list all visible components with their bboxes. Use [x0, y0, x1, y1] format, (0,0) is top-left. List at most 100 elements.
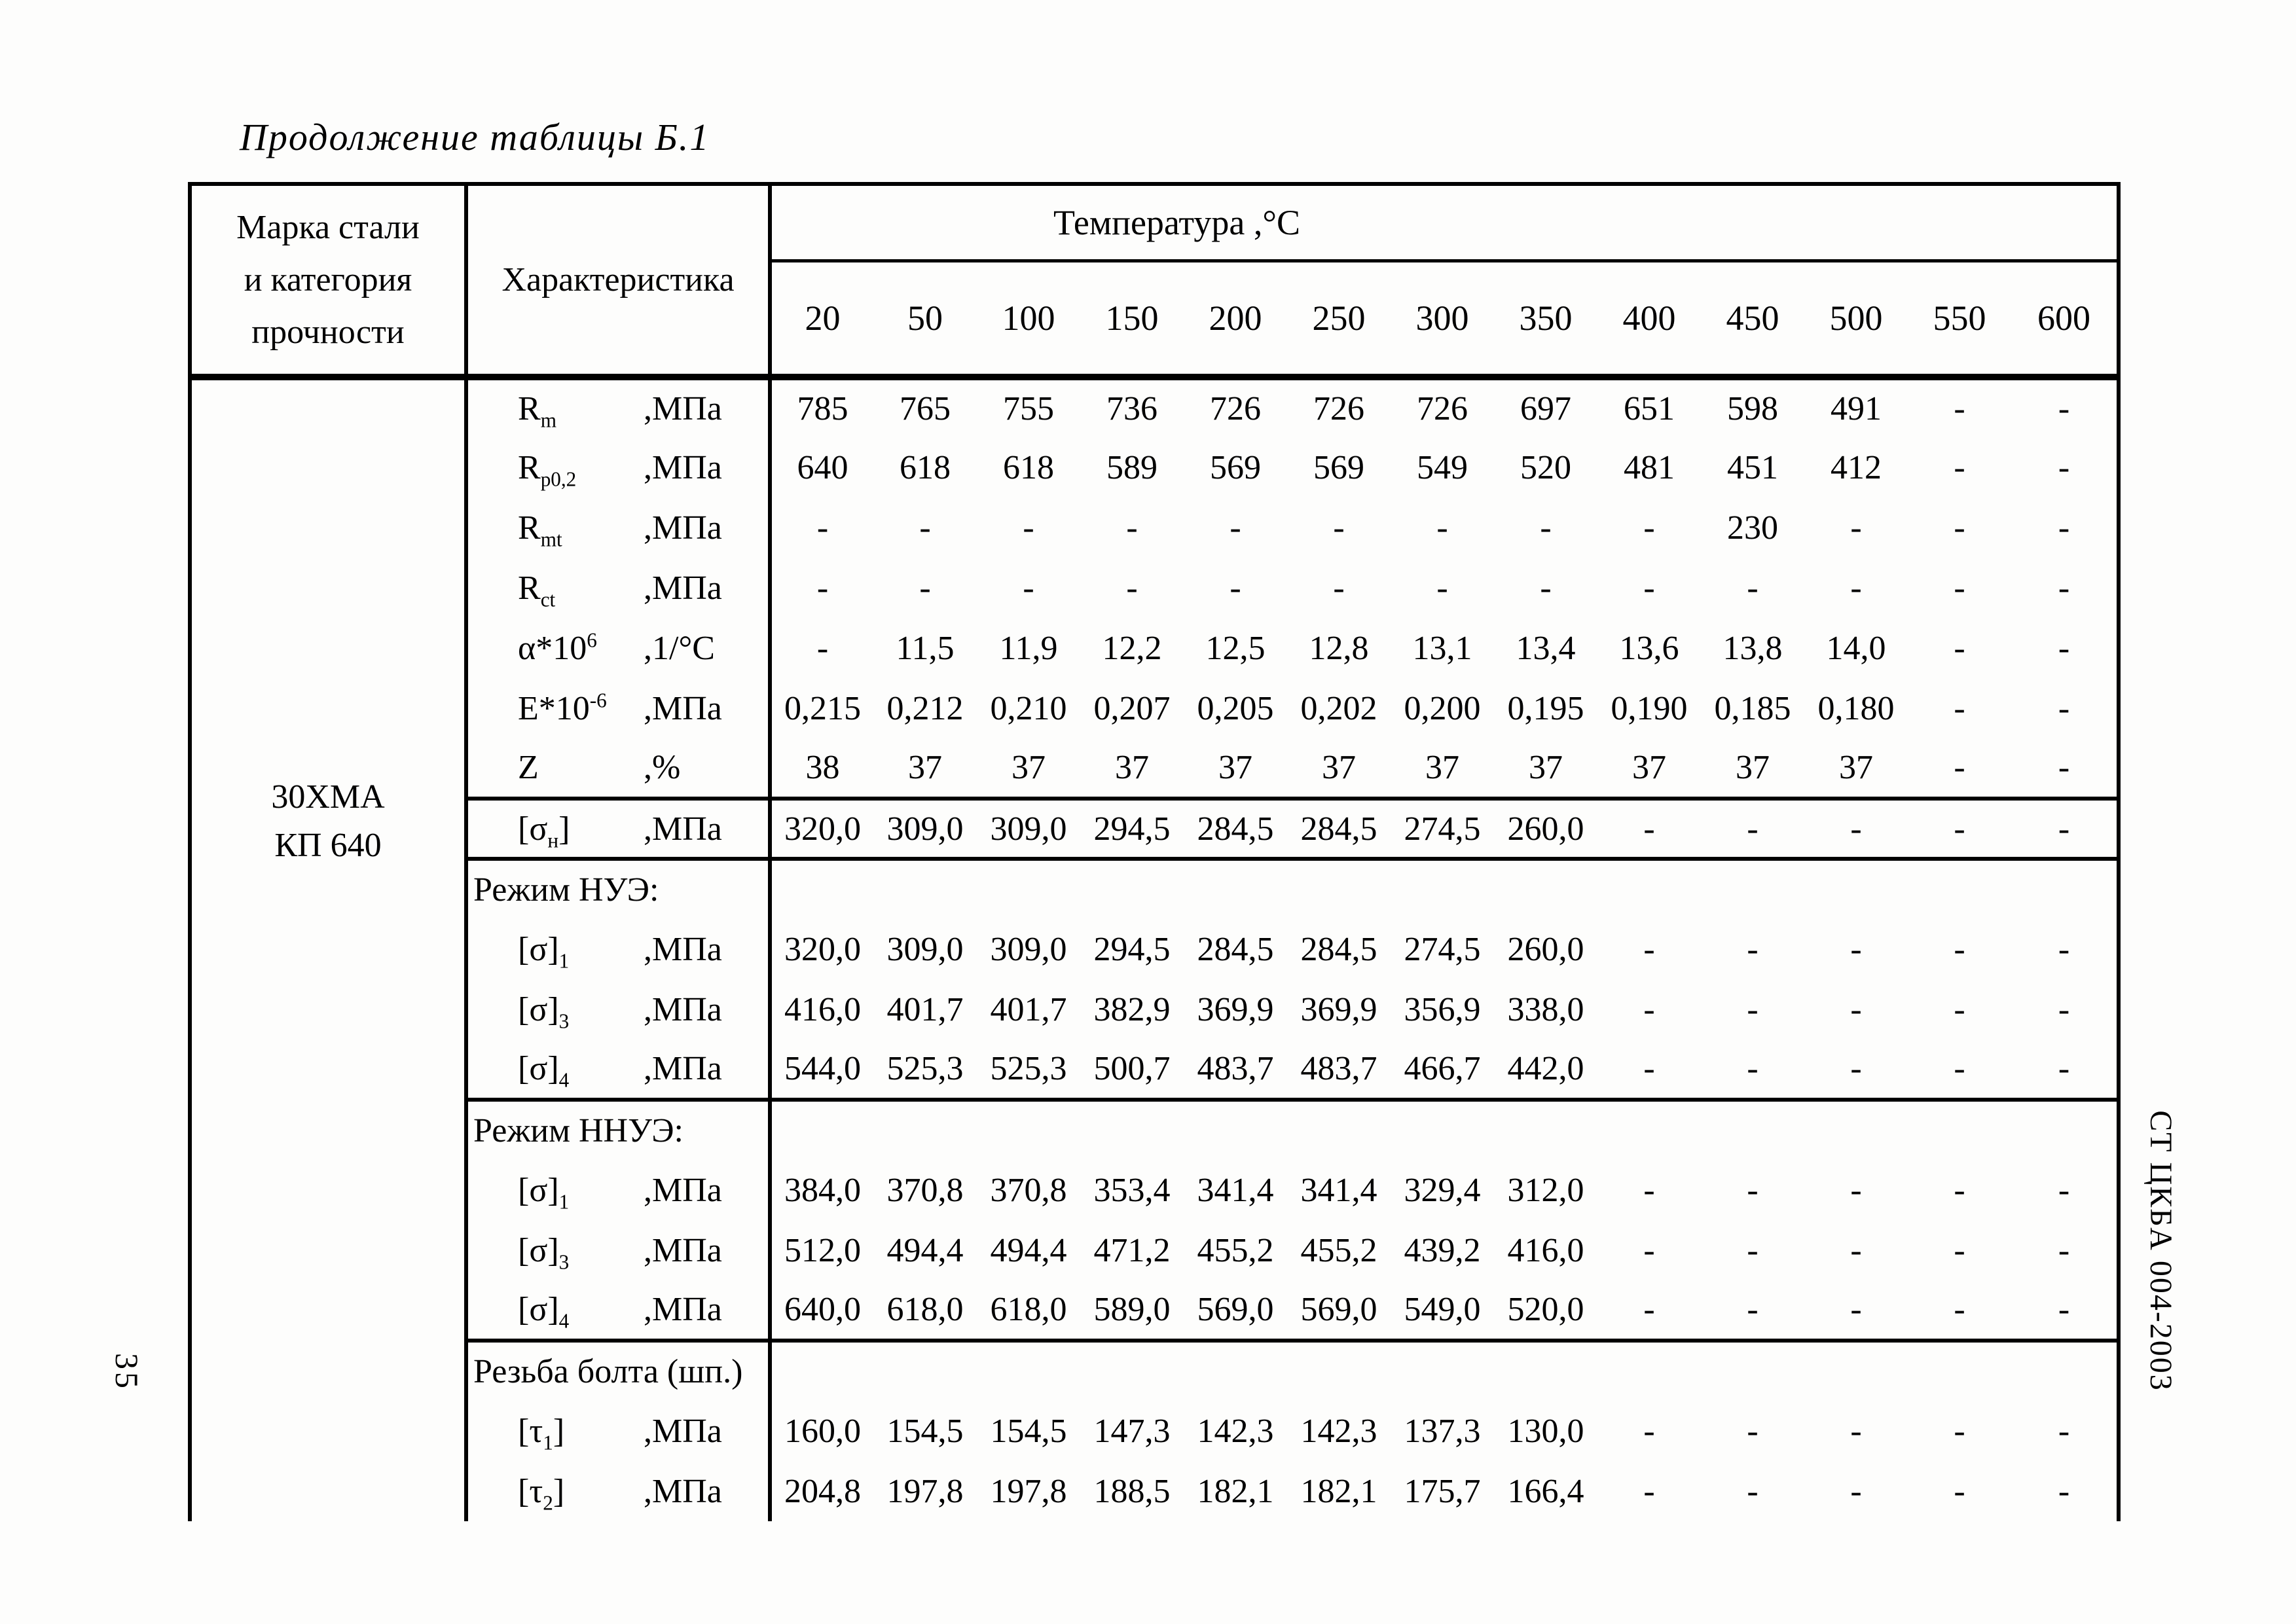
value-cell: - [1643, 569, 1655, 607]
value-cell: - [2058, 749, 2070, 786]
value-cell: 11,5 [896, 629, 955, 667]
steel-grade-cell: 30ХМА КП 640 [190, 377, 468, 1521]
value-cell: - [1747, 1171, 1758, 1209]
value-cell: 0,210 [990, 689, 1067, 727]
value-cell: 525,3 [886, 1050, 964, 1087]
temp-column-header: 300 [1391, 261, 1494, 380]
value-cell: - [2058, 1050, 2070, 1087]
value-cell: 483,7 [1197, 1050, 1274, 1087]
value-cell: - [1023, 569, 1034, 607]
value-cell: 130,0 [1507, 1412, 1584, 1450]
table-row: [σн] ,МПа 320,0 309,0 309,0 294,5 284,5 284,5 27… [190, 797, 2119, 861]
value-cell: - [1643, 990, 1655, 1028]
value-cell: 520,0 [1507, 1291, 1584, 1328]
value-cell: - [1436, 569, 1448, 607]
value-cell: 309,0 [977, 797, 1080, 861]
value-cell: - [1850, 1412, 1862, 1450]
value-cell: - [2058, 1231, 2070, 1269]
steel-properties-table: Марка стали и категория прочности Характ… [188, 182, 2121, 1521]
value-cell: 651 [1624, 390, 1675, 427]
value-cell: 13,4 [1516, 629, 1576, 667]
characteristic-symbol: [σ]3 [518, 990, 570, 1032]
value-cell: 294,5 [1080, 797, 1184, 861]
value-cell: - [1643, 1291, 1655, 1328]
value-cell: 37 [1736, 749, 1770, 786]
value-cell: 618 [900, 448, 951, 486]
value-cell: - [1954, 390, 1965, 427]
value-cell: - [1804, 797, 1908, 861]
value-cell: 160,0 [784, 1412, 861, 1450]
value-cell: 0,205 [1197, 689, 1274, 727]
value-cell: 284,5 [1287, 797, 1391, 861]
value-cell: - [2058, 1291, 2070, 1328]
value-cell: 455,2 [1300, 1231, 1377, 1269]
value-cell: - [1954, 1291, 1965, 1328]
unit-label: ,МПа [644, 689, 722, 727]
table-row: [σ]4 ,МПа 544,0 525,3 525,3 500,7 483,7 483,7 46… [190, 1039, 2119, 1100]
value-cell: - [1643, 1171, 1655, 1209]
value-cell: - [1850, 569, 1862, 607]
value-cell: - [2058, 689, 2070, 727]
value-cell: 0,185 [1714, 689, 1791, 727]
unit-label: ,МПа [644, 448, 722, 486]
temp-column-header: 550 [1908, 261, 2011, 380]
value-cell: 369,9 [1197, 990, 1274, 1028]
value-cell: - [2058, 390, 2070, 427]
unit-label: ,МПа [644, 390, 722, 427]
value-cell: 598 [1727, 390, 1778, 427]
value-cell: 188,5 [1093, 1472, 1171, 1510]
section-label: Режим ННУЭ: [466, 1098, 772, 1160]
value-cell: 416,0 [784, 990, 861, 1028]
value-cell: 197,8 [990, 1472, 1067, 1510]
value-cell: - [1643, 1472, 1655, 1510]
value-cell: 401,7 [990, 990, 1067, 1028]
table-row: [τ2] ,МПа 204,8 197,8 197,8 188,5 182,1 182,1 17… [190, 1461, 2119, 1521]
value-cell: 736 [1106, 390, 1157, 427]
characteristic-symbol: Rm [518, 390, 556, 432]
value-cell: - [1747, 1412, 1758, 1450]
value-cell: - [1850, 509, 1862, 547]
value-cell: 569 [1313, 448, 1364, 486]
value-cell: 12,2 [1102, 629, 1162, 667]
unit-label: ,МПа [644, 990, 722, 1028]
value-cell: - [1747, 1050, 1758, 1087]
value-cell: 569,0 [1300, 1291, 1377, 1328]
table-row: [τ1] ,МПа 160,0 154,5 154,5 147,3 142,3 142,3 13… [190, 1401, 2119, 1461]
value-cell: - [816, 569, 829, 607]
value-cell: - [816, 509, 829, 547]
value-cell: 13,6 [1619, 629, 1679, 667]
value-cell: - [1333, 509, 1345, 547]
value-cell: 204,8 [784, 1472, 861, 1510]
value-cell: 309,0 [990, 930, 1067, 968]
value-cell: 182,1 [1300, 1472, 1377, 1510]
unit-label: ,МПа [644, 1291, 722, 1328]
value-cell: - [1643, 1412, 1655, 1450]
table-continuation-caption: Продолжение таблицы Б.1 [240, 116, 710, 158]
unit-label: ,МПа [644, 1231, 722, 1269]
table-header: Марка стали и категория прочности Характ… [190, 184, 2119, 380]
value-cell: - [1230, 509, 1241, 547]
value-cell: - [1850, 1291, 1862, 1328]
value-cell: - [1230, 569, 1241, 607]
value-cell: - [1126, 509, 1138, 547]
steel-grade-line: 30ХМА [271, 778, 385, 816]
table-row: [σ]1 ,МПа 320,0 309,0 309,0 294,5 284,5 284,5 27… [190, 919, 2119, 979]
value-cell: - [2011, 797, 2119, 861]
header-row-1: Марка стали и категория прочности Характ… [190, 184, 2119, 380]
value-cell: - [2058, 930, 2070, 968]
value-cell: - [2058, 1472, 2070, 1510]
value-cell: - [1850, 1472, 1862, 1510]
value-cell: 37 [1011, 749, 1046, 786]
value-cell: 341,4 [1197, 1171, 1274, 1209]
value-cell: 182,1 [1197, 1472, 1274, 1510]
value-cell: - [1850, 1171, 1862, 1209]
value-cell: 455,2 [1197, 1231, 1274, 1269]
value-cell: 166,4 [1507, 1472, 1584, 1510]
value-cell: - [1850, 990, 1862, 1028]
table-row: Z,% 38 37 37 37 37 37 37 37 37 37 37 - - [190, 738, 2119, 799]
value-cell: 471,2 [1093, 1231, 1171, 1269]
value-cell: - [1747, 1231, 1758, 1269]
value-cell: - [1954, 448, 1965, 486]
value-cell: 230 [1727, 509, 1778, 547]
